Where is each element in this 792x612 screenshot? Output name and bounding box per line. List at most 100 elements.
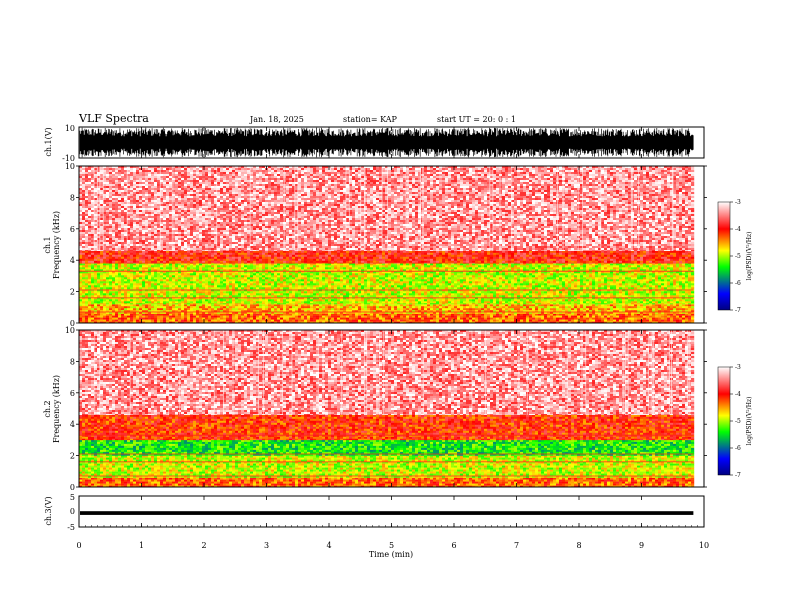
spectrogram-cell bbox=[211, 271, 214, 273]
spectrogram-cell bbox=[319, 312, 322, 314]
spectrogram-cell bbox=[145, 273, 148, 275]
spectrogram-cell bbox=[673, 275, 676, 277]
spectrogram-cell bbox=[526, 275, 529, 277]
spectrogram-cell bbox=[226, 277, 229, 279]
spectrogram-cell bbox=[667, 312, 670, 314]
spectrogram-cell bbox=[439, 273, 442, 275]
spectrogram-cell bbox=[406, 320, 409, 322]
spectrogram-cell bbox=[178, 314, 181, 316]
spectrogram-cell bbox=[220, 308, 223, 310]
spectrogram-cell bbox=[115, 271, 118, 273]
spectrogram-cell bbox=[601, 318, 604, 320]
spectrogram-cell bbox=[289, 265, 292, 267]
ch1-waveform-line bbox=[80, 128, 693, 157]
spectrogram-cell bbox=[538, 314, 541, 316]
spectrogram-cell bbox=[580, 312, 583, 314]
spectrogram-cell bbox=[466, 277, 469, 279]
spectrogram-cell bbox=[661, 304, 664, 306]
spectrogram-cell bbox=[358, 308, 361, 310]
spectrogram-cell bbox=[661, 263, 664, 265]
spectrogram-cell bbox=[190, 312, 193, 314]
spectrogram-cell bbox=[664, 304, 667, 306]
spectrogram-cell bbox=[418, 271, 421, 273]
spectrogram-cell bbox=[82, 304, 85, 306]
spectrogram-cell bbox=[280, 314, 283, 316]
spectrogram-cell bbox=[400, 306, 403, 308]
spectrogram-cell bbox=[214, 304, 217, 306]
spectrogram-cell bbox=[328, 271, 331, 273]
spectrogram-cell bbox=[520, 263, 523, 265]
spectrogram-cell bbox=[304, 277, 307, 279]
spectrogram-cell bbox=[481, 273, 484, 275]
spectrogram-cell bbox=[316, 271, 319, 273]
spectrogram-cell bbox=[433, 271, 436, 273]
spectrogram-cell bbox=[355, 304, 358, 306]
spectrogram-cell bbox=[361, 275, 364, 277]
spectrogram-cell bbox=[406, 267, 409, 269]
spectrogram-cell bbox=[406, 312, 409, 314]
spectrogram-cell bbox=[415, 304, 418, 306]
spectrogram-cell bbox=[406, 263, 409, 265]
spectrogram-cell bbox=[319, 314, 322, 316]
spectrogram-cell bbox=[457, 316, 460, 318]
spectrogram-cell bbox=[121, 277, 124, 279]
spectrogram-cell bbox=[325, 271, 328, 273]
spectrogram-cell bbox=[532, 312, 535, 314]
spectrogram-cell bbox=[646, 275, 649, 277]
spectrogram-cell bbox=[622, 273, 625, 275]
spectrogram-cell bbox=[616, 314, 619, 316]
spectrogram-cell bbox=[175, 320, 178, 322]
spectrogram-cell bbox=[316, 306, 319, 308]
spectrogram-cell bbox=[271, 308, 274, 310]
spectrogram-cell bbox=[631, 277, 634, 279]
spectrogram-cell bbox=[403, 314, 406, 316]
spectrogram-cell bbox=[688, 277, 691, 279]
spectrogram-cell bbox=[655, 306, 658, 308]
spectrogram-cell bbox=[544, 267, 547, 269]
spectrogram-cell bbox=[604, 316, 607, 318]
spectrogram-cell bbox=[517, 320, 520, 322]
spectrogram-cell bbox=[445, 267, 448, 269]
spectrogram-cell bbox=[583, 263, 586, 265]
spectrogram-cell bbox=[217, 320, 220, 322]
spectrogram-cell bbox=[475, 320, 478, 322]
spectrogram-cell bbox=[520, 320, 523, 322]
spectrogram-cell bbox=[118, 263, 121, 265]
spectrogram-cell bbox=[106, 320, 109, 322]
spectrogram-cell bbox=[403, 265, 406, 267]
spectrogram-cell bbox=[640, 312, 643, 314]
spectrogram-cell bbox=[502, 263, 505, 265]
spectrogram-cell bbox=[280, 277, 283, 279]
spectrogram-cell bbox=[562, 271, 565, 273]
spectrogram-cell bbox=[127, 320, 130, 322]
spectrogram-cell bbox=[169, 263, 172, 265]
spectrogram-cell bbox=[265, 316, 268, 318]
spectrogram-cell bbox=[400, 314, 403, 316]
spectrogram-cell bbox=[649, 318, 652, 320]
spectrogram-cell bbox=[187, 275, 190, 277]
spectrogram-cell bbox=[205, 263, 208, 265]
spectrogram-cell bbox=[430, 263, 433, 265]
spectrogram-cell bbox=[313, 314, 316, 316]
spectrogram-cell bbox=[271, 279, 274, 281]
spectrogram-cell bbox=[373, 308, 376, 310]
spectrogram-cell bbox=[586, 304, 589, 306]
spectrogram-cell bbox=[589, 316, 592, 318]
spectrogram-cell bbox=[88, 306, 91, 308]
spectrogram-cell bbox=[472, 271, 475, 273]
spectrogram-cell bbox=[175, 318, 178, 320]
spectrogram-cell bbox=[97, 316, 100, 318]
spectrogram-cell bbox=[550, 316, 553, 318]
spectrogram-cell bbox=[154, 314, 157, 316]
spectrogram-cell bbox=[445, 271, 448, 273]
spectrogram-cell bbox=[97, 304, 100, 306]
spectrogram-cell bbox=[667, 306, 670, 308]
spectrogram-cell bbox=[490, 312, 493, 314]
spectrogram-cell bbox=[304, 265, 307, 267]
spectrogram-cell bbox=[406, 279, 409, 281]
spectrogram-cell bbox=[253, 265, 256, 267]
spectrogram-cell bbox=[445, 275, 448, 277]
spectrogram-cell bbox=[460, 275, 463, 277]
spectrogram-cell bbox=[223, 263, 226, 265]
spectrogram-cell bbox=[388, 279, 391, 281]
